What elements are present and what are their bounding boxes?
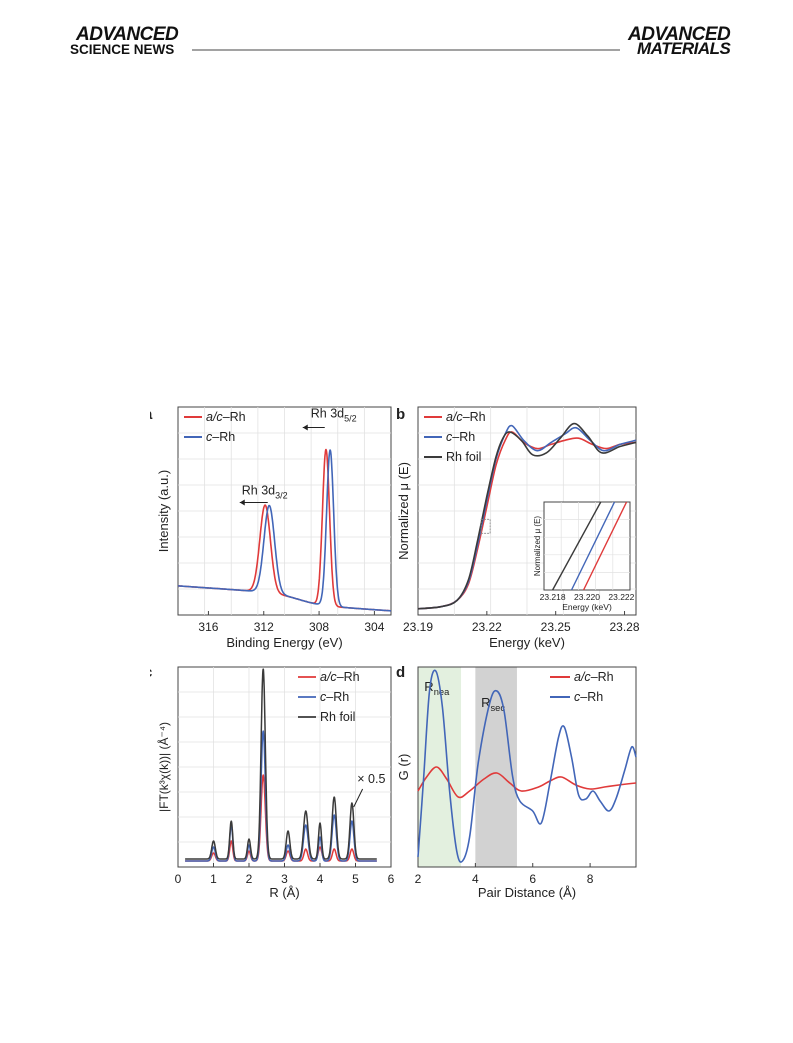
legend-label: a/c–Rh (574, 670, 614, 684)
series-line-blue (417, 669, 637, 863)
inset-x-tick-label: 23.222 (608, 592, 634, 602)
journal-header: ADVANCED SCIENCE NEWS ADVANCED MATERIALS (0, 0, 793, 70)
x-axis-label: Pair Distance (Å) (478, 885, 576, 900)
panel-c: 0 1 2 3 4 5 6 R (Å) |FT(k³χ(k))| (Å⁻⁴) c a/c–Rh c–R… (144, 664, 395, 900)
x-tick-label: 5 (352, 872, 359, 886)
x-tick-label: 316 (198, 620, 218, 634)
annotation-rh-3d32: Rh 3d3/2 (242, 484, 288, 501)
figure: 316 312 308 304 Binding Energy (eV) Intensity… (144, 395, 650, 920)
x-tick-label: 308 (309, 620, 329, 634)
panel-d: 2 4 6 8 Pair Distance (Å) G (r) d Rnea Rsec a/c–R… (396, 664, 637, 900)
x-axis-label: Energy (keV) (489, 635, 565, 650)
legend-label: a/c–Rh (320, 670, 360, 684)
annotation-arrow (353, 788, 364, 808)
inset-line-red (582, 501, 628, 591)
y-axis-label: Intensity (a.u.) (156, 470, 171, 552)
x-tick-label: 312 (254, 620, 274, 634)
legend-label: c–Rh (206, 430, 235, 444)
x-tick-label: 3 (281, 872, 288, 886)
legend-label: c–Rh (320, 690, 349, 704)
inset-line-black (551, 501, 602, 591)
x-tick-label: 1 (210, 872, 217, 886)
series-line-black (185, 668, 377, 860)
panel-b: 23.19 23.22 23.25 23.28 Energy (keV) Normaliz… (396, 406, 640, 650)
x-tick-label: 6 (529, 872, 536, 886)
series-line-black (417, 422, 637, 610)
legend-label: Rh foil (446, 450, 481, 464)
x-axis-label: Binding Energy (eV) (226, 635, 342, 650)
highlight-band (475, 667, 517, 867)
inset-x-tick-label: 23.220 (574, 592, 600, 602)
arrow-head (302, 424, 308, 431)
series-line-blue (178, 449, 391, 612)
legend-label: a/c–Rh (446, 410, 486, 424)
y-axis-label: |FT(k³χ(k))| (Å⁻⁴) (156, 722, 171, 812)
zoom-box (480, 518, 491, 534)
right-logo-top: ADVANCED (627, 24, 731, 45)
legend-label: a/c–Rh (206, 410, 246, 424)
x-tick-label: 6 (388, 872, 395, 886)
plot-frame (417, 666, 637, 868)
legend-label: c–Rh (574, 690, 603, 704)
y-axis-label: G (r) (396, 754, 411, 781)
inset-frame (543, 501, 631, 591)
annotation-rh-3d52: Rh 3d5/2 (311, 407, 357, 424)
x-tick-label: 23.22 (472, 620, 502, 634)
legend-label: c–Rh (446, 430, 475, 444)
x-tick-label: 23.28 (610, 620, 640, 634)
panel-label: d (396, 664, 405, 681)
panel-a: 316 312 308 304 Binding Energy (eV) Intensity… (144, 406, 392, 650)
x-tick-label: 4 (472, 872, 479, 886)
x-tick-label: 4 (317, 872, 324, 886)
x-tick-label: 8 (587, 872, 594, 886)
x-tick-label: 23.25 (541, 620, 571, 634)
x-tick-label: 2 (246, 872, 253, 886)
band-label-rsec: Rsec (481, 695, 505, 713)
x-axis-label: R (Å) (269, 885, 299, 900)
inset-x-tick-label: 23.218 (540, 592, 566, 602)
scale-annotation: × 0.5 (357, 772, 385, 786)
band-label-rnea: Rnea (424, 679, 450, 697)
panel-label: b (396, 406, 405, 423)
panel-label: c (150, 664, 152, 681)
x-tick-label: 2 (415, 872, 422, 886)
inset-y-axis-label: Normalized μ (E) (533, 516, 542, 577)
inset-x-axis-label: Energy (keV) (562, 602, 612, 612)
series-line-blue (185, 730, 377, 862)
x-tick-label: 304 (364, 620, 384, 634)
x-tick-label: 0 (175, 872, 182, 886)
inset-line-blue (570, 501, 616, 591)
arrow-head (239, 499, 245, 506)
left-logo-bottom: SCIENCE NEWS (70, 42, 174, 57)
y-axis-label: Normalized μ (E) (396, 462, 411, 560)
right-logo-bottom: MATERIALS (637, 39, 732, 58)
header-graphics: ADVANCED SCIENCE NEWS ADVANCED MATERIALS (70, 24, 732, 58)
left-logo-top: ADVANCED (75, 24, 179, 45)
legend-label: Rh foil (320, 710, 355, 724)
panel-label: a (150, 406, 153, 423)
x-tick-label: 23.19 (403, 620, 433, 634)
